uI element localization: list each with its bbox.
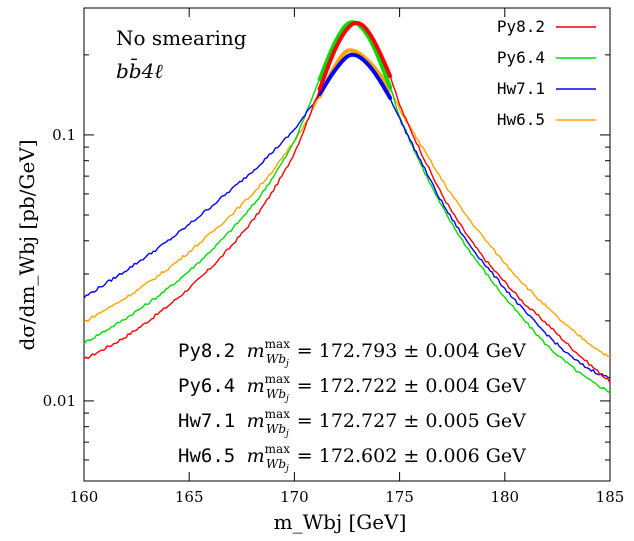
annotation-line2: bb̄4ℓ: [116, 58, 163, 83]
fit-results: Py8.2 mmax Wbj= 172.793 ± 0.004 GeVPy6.4 …: [178, 337, 526, 474]
series-line-Py6.4: [83, 21, 611, 394]
x-tick-label: 175: [385, 488, 414, 506]
x-tick-label: 180: [490, 488, 519, 506]
series-line-Py8.2: [83, 22, 611, 384]
x-tick-label: 185: [596, 488, 625, 506]
series-peak-Hw7.1: [317, 52, 393, 100]
legend-label: Hw6.5: [497, 110, 545, 129]
fit-result-text: Hw6.5 mmax Wbj= 172.602 ± 0.006 GeV: [178, 442, 526, 474]
fit-result-text: Py6.4 mmax Wbj= 172.722 ± 0.004 GeV: [178, 372, 526, 404]
series-peak-Py8.2: [317, 20, 393, 92]
plot-frame: [83, 7, 611, 482]
legend: Py8.2 Py6.4 Hw7.1 Hw6.5: [497, 17, 596, 129]
legend-label: Py6.4: [497, 48, 545, 67]
series-line-Hw7.1: [83, 54, 611, 379]
x-tick-label: 160: [70, 488, 99, 506]
fit-result-text: Hw7.1 mmax Wbj= 172.727 ± 0.005 GeV: [178, 407, 526, 439]
y-tick-label: 0.01: [43, 392, 76, 410]
y-axis-label: dσ/dm_Wbj [pb/GeV]: [15, 139, 39, 350]
axis-ticks: 160 165 170 175 180 185 0.01 0.1: [43, 8, 625, 506]
fit-result-text: Py8.2 mmax Wbj= 172.793 ± 0.004 GeV: [178, 337, 526, 369]
x-tick-label: 165: [175, 488, 204, 506]
annotation-line1: No smearing: [116, 26, 247, 50]
x-axis-label: m_Wbj [GeV]: [274, 510, 407, 534]
x-tick-label: 170: [280, 488, 309, 506]
legend-label: Hw7.1: [497, 79, 545, 98]
legend-label: Py8.2: [497, 17, 545, 36]
y-tick-label: 0.1: [52, 126, 76, 144]
data-curves: [83, 20, 611, 394]
